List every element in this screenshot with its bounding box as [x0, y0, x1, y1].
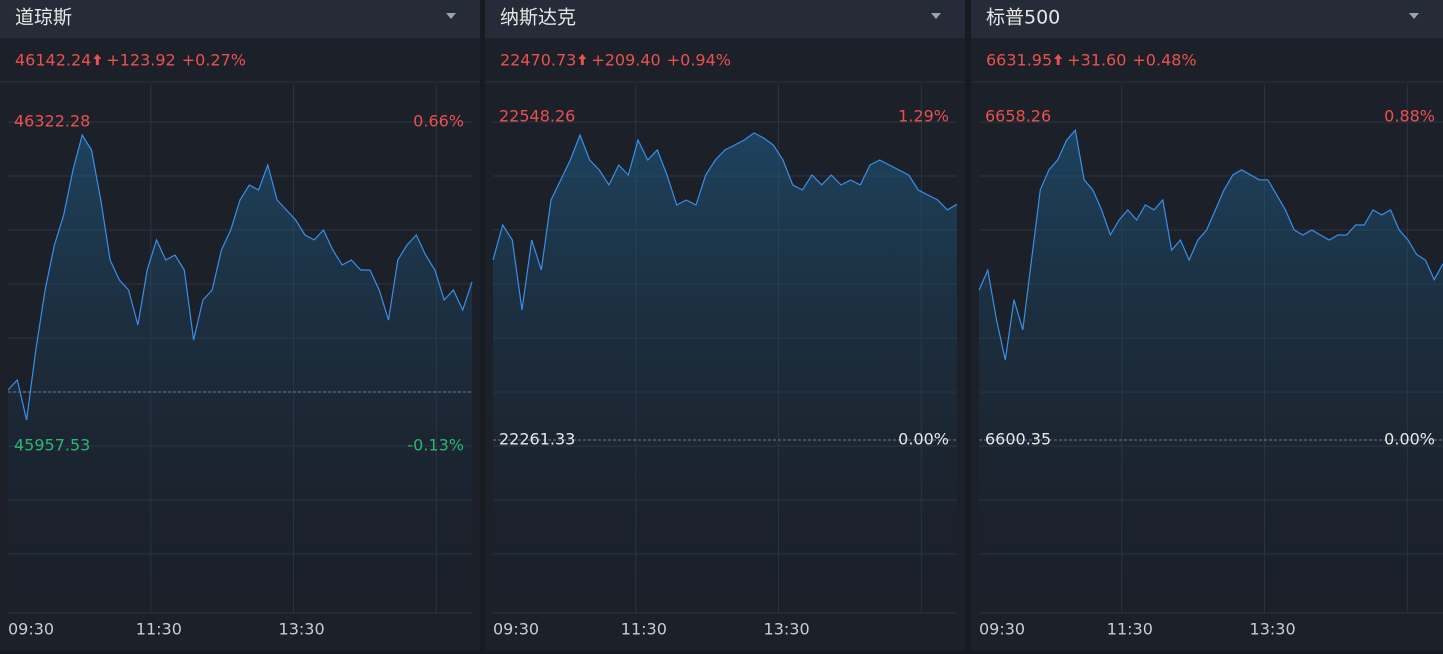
dropdown-icon[interactable] [931, 13, 941, 19]
index-title: 标普500 [986, 7, 1060, 29]
x-tick-label: 09:30 [979, 620, 1025, 639]
panel-header [971, 0, 1443, 38]
price: 22470.73 [500, 51, 576, 70]
y-tick-label: 45957.53 [14, 436, 90, 455]
price-area [493, 132, 957, 613]
price-area [979, 130, 1443, 613]
x-tick-label: 09:30 [493, 620, 539, 639]
change-pct: +0.94% [667, 51, 731, 70]
change: +123.92 [106, 51, 175, 70]
change: +209.40 [591, 51, 660, 70]
price-line [978, 128, 1443, 361]
y-tick-label: 6600.35 [985, 430, 1051, 449]
change-pct: +0.48% [1132, 51, 1196, 70]
price: 46142.24 [15, 51, 91, 70]
y-tick-label: 6658.26 [985, 107, 1051, 126]
y2-tick-label: 0.00% [898, 430, 949, 449]
y2-tick-label: -0.13% [407, 436, 464, 455]
index-title: 道琼斯 [15, 7, 72, 29]
price-line [7, 133, 473, 421]
y-tick-label: 46322.28 [14, 112, 90, 131]
y2-tick-label: 0.88% [1384, 107, 1435, 126]
x-tick-label: 09:30 [8, 620, 54, 639]
change: +31.60 [1067, 51, 1126, 70]
x-tick-label: 13:30 [1250, 620, 1296, 639]
x-tick-label: 11:30 [1107, 620, 1153, 639]
index-title: 纳斯达克 [500, 7, 576, 29]
up-arrow [93, 54, 102, 65]
dropdown-icon[interactable] [446, 13, 456, 19]
price-line [492, 132, 958, 311]
up-arrow [1054, 54, 1063, 65]
x-tick-label: 13:30 [764, 620, 810, 639]
y2-tick-label: 0.00% [1384, 430, 1435, 449]
x-tick-label: 11:30 [621, 620, 667, 639]
y-tick-label: 22548.26 [499, 107, 575, 126]
price-area [8, 135, 472, 613]
panel-header [0, 0, 480, 38]
change-pct: +0.27% [182, 51, 246, 70]
up-arrow [578, 54, 587, 65]
y2-tick-label: 1.29% [898, 107, 949, 126]
x-tick-label: 13:30 [279, 620, 325, 639]
y2-tick-label: 0.66% [413, 112, 464, 131]
price: 6631.95 [986, 51, 1052, 70]
x-tick-label: 11:30 [136, 620, 182, 639]
y-tick-label: 22261.33 [499, 430, 575, 449]
panel-header [485, 0, 965, 38]
dropdown-icon[interactable] [1409, 13, 1419, 19]
